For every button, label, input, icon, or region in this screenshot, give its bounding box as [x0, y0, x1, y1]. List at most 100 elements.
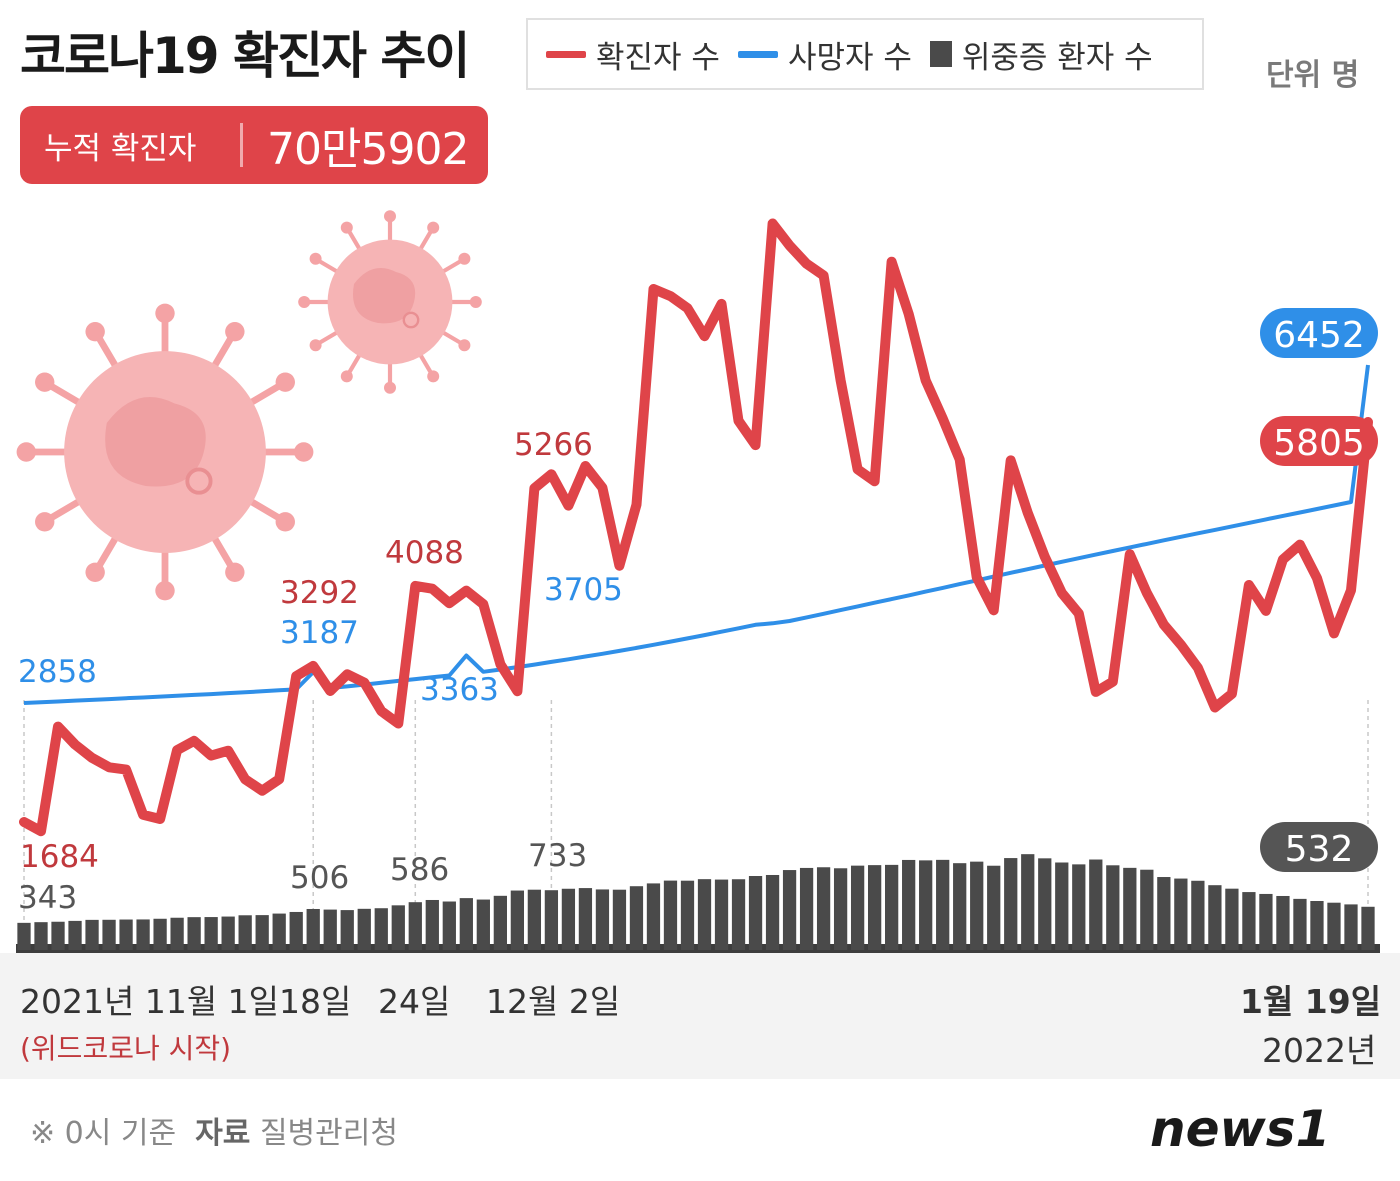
critical-data-label: 733: [528, 838, 587, 874]
critical-bar: [1361, 906, 1375, 950]
critical-bar: [357, 908, 371, 950]
critical-bar: [391, 905, 405, 950]
critical-bar: [629, 886, 644, 950]
critical-bar: [1276, 895, 1290, 950]
critical-bar: [85, 919, 99, 950]
critical-bar: [1259, 893, 1273, 950]
critical-bar: [833, 868, 848, 950]
critical-bar: [595, 889, 610, 950]
x-label-end: 1월 19일: [1240, 982, 1382, 1021]
critical-bars: [16, 854, 1380, 953]
confirmed-data-label: 4088: [385, 535, 464, 571]
x-axis-band: [0, 953, 1400, 1079]
critical-bar: [374, 908, 388, 950]
critical-bar: [153, 918, 167, 950]
x-label-18: 18일: [279, 982, 352, 1021]
critical-bar: [799, 867, 814, 950]
critical-bar: [1242, 892, 1256, 950]
legend-deaths-swatch: [737, 50, 778, 58]
critical-bar: [544, 890, 559, 950]
end-value-confirmed: 5805: [1273, 423, 1365, 464]
cumulative-divider: [240, 123, 243, 167]
critical-bar: [885, 864, 899, 950]
deaths-data-label: 3187: [280, 615, 359, 651]
critical-bar: [765, 874, 780, 950]
critical-bar: [1089, 859, 1103, 950]
deaths-data-label: 3705: [544, 572, 623, 608]
critical-bar: [697, 879, 712, 950]
legend-confirmed-swatch: [546, 50, 586, 58]
critical-bar: [119, 919, 133, 950]
critical-bar: [612, 889, 627, 950]
critical-bar: [867, 865, 882, 950]
cumulative-box: 누적 확진자 70만5902: [20, 106, 488, 184]
critical-data-label: 586: [390, 852, 449, 888]
end-badge-confirmed: 5805: [1260, 416, 1378, 466]
critical-bar: [1191, 880, 1205, 950]
critical-bar: [221, 916, 235, 950]
critical-bar: [1072, 864, 1086, 950]
critical-bar: [663, 880, 678, 950]
critical-bar: [1310, 901, 1324, 950]
critical-bar: [1021, 854, 1035, 950]
confirmed-data-label: 5266: [514, 427, 593, 463]
x-label-start-note: (위드코로나 시작): [20, 1032, 232, 1065]
footer-basis: ※ 0시 기준: [30, 1116, 177, 1151]
end-value-critical: 532: [1285, 829, 1354, 870]
critical-bar: [578, 888, 593, 950]
deaths-line: [23, 364, 1370, 705]
critical-bar: [1055, 862, 1069, 950]
end-badge-deaths: 6452: [1260, 308, 1378, 358]
critical-bar: [238, 915, 252, 950]
critical-data-label: 343: [18, 880, 77, 916]
footer-note: ※ 0시 기준 자료 질병관리청: [30, 1108, 398, 1152]
chart-title: 코로나19 확진자 추이: [20, 27, 470, 85]
x-label-end-year: 2022년: [1262, 1031, 1377, 1070]
legend-critical: 위중증 환자 수: [929, 32, 1153, 77]
confirmed-line: [19, 218, 1373, 837]
end-value-deaths: 6452: [1273, 315, 1365, 356]
critical-bar: [782, 870, 797, 950]
critical-bar: [1208, 885, 1222, 950]
critical-bar: [68, 920, 82, 950]
cumulative-value: 70만5902: [267, 124, 469, 175]
critical-bar: [323, 909, 337, 950]
critical-bar: [1327, 902, 1341, 950]
x-label-start: 2021년 11월 1일: [20, 982, 280, 1021]
critical-bar: [170, 917, 184, 950]
critical-bar: [306, 908, 320, 950]
critical-bar: [1140, 869, 1154, 950]
critical-bar: [459, 898, 473, 950]
critical-bar: [970, 861, 984, 950]
critical-bar: [510, 890, 525, 950]
critical-bar: [714, 879, 729, 950]
critical-bar: [816, 867, 831, 950]
critical-bar: [1174, 878, 1188, 950]
legend-deaths: 사망자 수: [737, 32, 912, 77]
data-labels: 1684 3292 4088 5266 2858 3187 3363 3705 343 506 58…: [18, 427, 623, 916]
critical-data-label: 506: [290, 860, 349, 896]
critical-bar: [289, 911, 303, 950]
end-badge-critical: 532: [1260, 822, 1378, 872]
critical-bar: [204, 917, 218, 950]
legend-deaths-label: 사망자 수: [787, 39, 912, 76]
brand-text: news1: [1150, 1100, 1330, 1158]
critical-bar: [748, 876, 763, 950]
critical-bar: [17, 922, 31, 950]
legend-confirmed-label: 확진자 수: [596, 39, 720, 76]
critical-bar: [34, 922, 48, 950]
critical-bar: [272, 913, 286, 950]
critical-bar: [476, 899, 490, 950]
critical-bar: [1344, 904, 1358, 950]
critical-bar: [136, 919, 150, 950]
legend-critical-label: 위중증 환자 수: [961, 39, 1153, 76]
critical-bar: [902, 859, 916, 950]
legend-critical-swatch: [929, 41, 952, 67]
unit-label: 단위 명: [1266, 58, 1360, 93]
critical-bar: [850, 865, 865, 950]
critical-bar: [1225, 888, 1239, 950]
footer-source: 질병관리청: [259, 1116, 398, 1151]
critical-bar: [493, 895, 507, 950]
critical-bar: [340, 910, 354, 950]
critical-bar: [1004, 858, 1018, 950]
